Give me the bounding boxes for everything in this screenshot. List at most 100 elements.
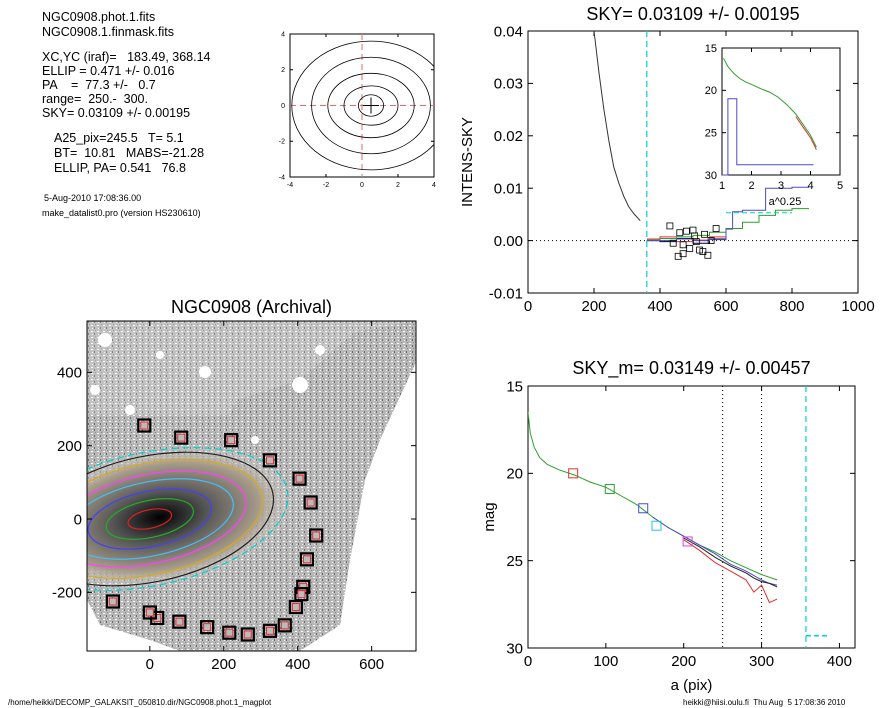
sky-sample-point (679, 250, 687, 258)
y-tick-label: 0.02 (494, 128, 523, 145)
y-tick-label: -4 (279, 174, 285, 181)
info-program: make_datalist0.pro (version HS230610) (42, 208, 201, 218)
y-tick-label: 30 (506, 640, 523, 657)
masked-star (98, 333, 112, 347)
x-tick-label: 0 (146, 656, 154, 673)
x-tick-label: 600 (359, 656, 384, 673)
sky-step-series (646, 186, 809, 242)
info-center: XC,YC (iraf)= 183.49, 368.14 (42, 50, 211, 64)
sky-aperture-inner (175, 617, 184, 626)
sky-sample-point (666, 222, 674, 230)
y-tick-label: 30 (705, 170, 717, 182)
sky-aperture-inner (108, 597, 117, 606)
masked-star (125, 405, 135, 415)
x-tick-label: 2 (396, 182, 400, 189)
mag-profile-plot: SKY_m= 0.03149 +/- 0.00457 0 100 200 300 400 1… (481, 358, 856, 694)
isophote-ellipse (105, 498, 195, 540)
isophote-ellipse (87, 459, 264, 579)
y-tick-label: 0.01 (494, 180, 523, 197)
isophote-ellipse (87, 478, 234, 560)
y-tick-label: 0.03 (494, 76, 523, 93)
y-tick-label: 25 (705, 128, 717, 140)
sky-aperture-inner (312, 531, 321, 540)
sky-aperture-box (309, 528, 324, 543)
x-tick-label: 800 (779, 298, 804, 315)
sky-sample-point (679, 241, 687, 249)
axes-frame (527, 385, 856, 649)
y-tick-label: 20 (705, 85, 717, 97)
contour-plot: -4 -2 0 2 4 -4 -2 0 2 4 (279, 31, 436, 189)
sky-aperture-inner (177, 433, 186, 442)
x-tick-label: 2 (748, 180, 754, 192)
x-tick-label: 1 (719, 180, 725, 192)
y-tick-label: 20 (506, 466, 523, 483)
mag-series-group (528, 412, 778, 604)
sky-ylabel: INTENS-SKY (459, 117, 476, 207)
contour-line (291, 40, 434, 171)
sky-aperture-inner (145, 608, 154, 617)
sky-sample-point (686, 245, 694, 252)
x-tick-label: 600 (713, 298, 738, 315)
info-ellip-pa: ELLIP, PA= 0.541 76.8 (54, 161, 186, 175)
image-title: NGC0908 (Archival) (171, 297, 332, 317)
inset-xlabel: a^0.25 (769, 196, 802, 208)
y-tick-label: 0.00 (494, 233, 523, 250)
mag-profile-line (652, 516, 778, 586)
y-tick-label: 25 (506, 553, 523, 570)
sky-aperture-box (262, 623, 278, 638)
isophote-ellipse (87, 470, 247, 568)
sky-sample-point (689, 226, 697, 234)
sky-aperture-inner (227, 436, 236, 445)
x-tick-label: -2 (323, 182, 329, 189)
sky-sample-point (704, 251, 712, 259)
x-tick-label: 200 (671, 653, 696, 670)
sky-sample-point (692, 238, 700, 246)
contour-line (357, 94, 384, 117)
sky-aperture-inner (203, 623, 212, 632)
isophote-ellipse (127, 508, 173, 530)
info-date: 5-Aug-2010 17:08:36.00 (44, 193, 142, 203)
sky-aperture-box (222, 625, 237, 640)
x-tick-label: 400 (647, 298, 672, 315)
sky-sample-point (699, 248, 707, 256)
sky-aperture-box (200, 620, 215, 635)
sky-sample-point (691, 232, 699, 240)
inset-background (722, 48, 840, 175)
sky-sample-point (676, 229, 684, 237)
masked-star (251, 436, 259, 444)
sky-aperture-box (174, 430, 189, 445)
galaxy-light (87, 444, 294, 591)
masked-star (315, 345, 325, 355)
isophote-ellipse (87, 447, 289, 591)
isophote-ellipse (87, 451, 275, 587)
info-panel: NGC0908.phot.1.fits NGC0908.1.finmask.fi… (0, 0, 280, 240)
inset-mag-line (723, 57, 817, 148)
x-tick-label: 0 (360, 182, 364, 189)
masked-star (199, 366, 211, 378)
sky-aperture-inner (265, 456, 274, 465)
x-tick-label: 100 (593, 653, 618, 670)
x-tick-label: 400 (285, 656, 310, 673)
mag-marker (682, 536, 693, 547)
sky-aperture-box (288, 599, 303, 615)
sky-aperture-inner (243, 630, 252, 639)
mag-ylabel: mag (481, 502, 498, 531)
contour-line (327, 72, 415, 139)
info-bt: BT= 10.81 MABS=-21.28 (54, 146, 205, 160)
x-tick-label: 200 (581, 298, 606, 315)
sky-aperture-inner (302, 555, 311, 564)
sky-aperture-inner (291, 603, 300, 611)
sky-aperture-box (105, 594, 120, 609)
x-tick-label: 4 (432, 182, 436, 189)
sky-sample-point (701, 230, 708, 238)
inset-mag-line-red (795, 116, 817, 150)
mag-profile-line (528, 412, 778, 581)
sky-aperture-inner (295, 474, 304, 483)
sky-aperture-box (240, 627, 255, 642)
sky-aperture-inner (140, 421, 149, 430)
footer-user-time: heikki@hiisi.oulu.fi Thu Aug 5 17:08:36 … (683, 698, 846, 707)
mag-marker (638, 503, 649, 514)
x-tick-label: 300 (749, 653, 774, 670)
info-maskname: NGC0908.1.finmask.fits (42, 25, 174, 39)
